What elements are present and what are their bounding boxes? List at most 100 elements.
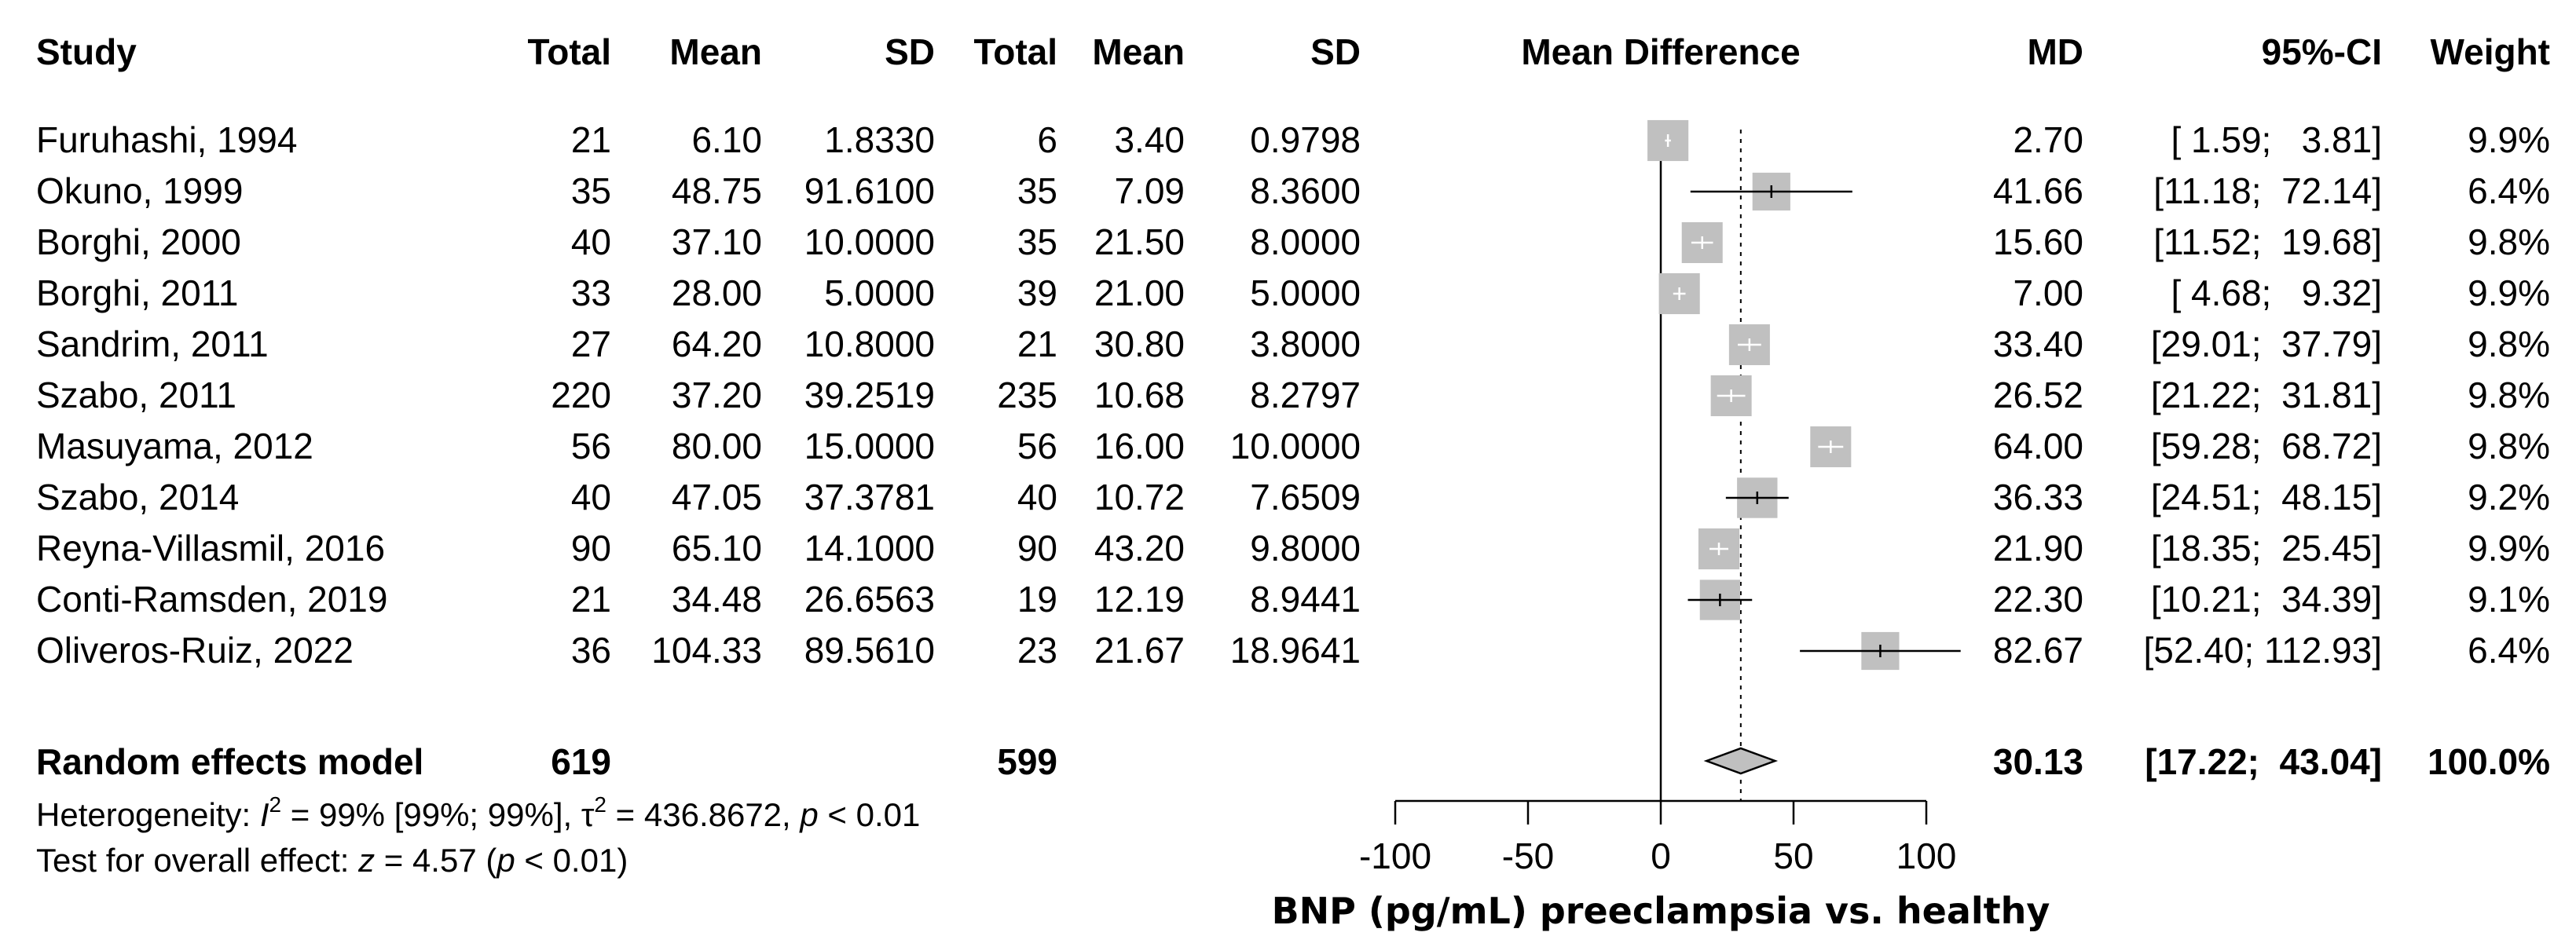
exp-sd: 26.6563 [804,579,935,620]
exp-total: 40 [571,221,611,262]
exp-mean: 37.10 [672,221,762,262]
ctl-total: 35 [1017,170,1057,211]
exp-sd: 5.0000 [824,272,935,313]
weight-value: 9.8% [2468,426,2550,466]
exp-mean: 64.20 [672,324,762,364]
ci-value: [11.18; 72.14] [2153,170,2382,211]
exp-total: 40 [571,477,611,517]
plot-title: Mean Difference [1521,31,1800,72]
header-weight: Weight [2431,31,2550,72]
ctl-sd: 18.9641 [1230,630,1361,671]
ci-value: [29.01; 37.79] [2151,324,2382,364]
weight-value: 9.2% [2468,477,2550,517]
ctl-sd: 8.2797 [1250,375,1361,415]
weight-value: 9.9% [2468,272,2550,313]
exp-sd: 10.8000 [804,324,935,364]
ci-value: [ 4.68; 9.32] [2171,272,2382,313]
exp-total: 35 [571,170,611,211]
md-value: 22.30 [1993,579,2083,620]
study-row: Szabo, 2011 220 37.20 39.2519 235 10.68 8.2797… [36,375,2550,415]
exp-total: 21 [571,579,611,620]
study-estimate [1690,172,1852,211]
study-estimate [1687,580,1753,620]
study-estimate [1681,221,1723,264]
header-ctl-mean: Mean [1092,31,1185,72]
md-value: 36.33 [1993,477,2083,517]
study-name: Szabo, 2011 [36,375,236,415]
ctl-total: 19 [1017,579,1057,620]
md-value: 41.66 [1993,170,2083,211]
study-name: Sandrim, 2011 [36,324,269,364]
summary-ctl-total: 599 [997,741,1057,782]
exp-total: 90 [571,528,611,569]
exp-sd: 1.8330 [824,119,935,160]
header-ctl-total: Total [974,31,1057,72]
exp-sd: 15.0000 [804,426,935,466]
ctl-total: 39 [1017,272,1057,313]
md-value: 15.60 [1993,221,2083,262]
exp-mean: 37.20 [672,375,762,415]
header-ctl-sd: SD [1310,31,1361,72]
exp-total: 36 [571,630,611,671]
ctl-mean: 30.80 [1094,324,1185,364]
exp-mean: 28.00 [672,272,762,313]
ctl-mean: 7.09 [1114,170,1185,211]
heterogeneity-text: Heterogeneity: I2 = 99% [99%; 99%], τ2 =… [36,792,920,833]
ctl-sd: 7.6509 [1250,477,1361,517]
overall-effect-text: Test for overall effect: z = 4.57 (p < 0… [36,842,628,879]
md-value: 64.00 [1993,426,2083,466]
x-tick-label: 50 [1773,835,1813,876]
exp-sd: 37.3781 [804,477,935,517]
x-tick-label: 0 [1651,835,1671,876]
study-name: Conti-Ramsden, 2019 [36,579,387,620]
ctl-sd: 0.9798 [1250,119,1361,160]
md-value: 7.00 [2013,272,2083,313]
ctl-total: 23 [1017,630,1057,671]
ctl-total: 56 [1017,426,1057,466]
weight-value: 9.1% [2468,579,2550,620]
x-tick-label: -50 [1502,835,1554,876]
md-value: 2.70 [2013,119,2083,160]
summary-row: Random effects model 619 599 30.13 [17.2… [36,741,2550,782]
ctl-total: 40 [1017,477,1057,517]
study-row: Sandrim, 2011 27 64.20 10.8000 21 30.80 3.8000… [36,324,2550,364]
weight-value: 9.8% [2468,375,2550,415]
study-estimate [1800,631,1961,671]
ctl-total: 6 [1037,119,1057,160]
exp-mean: 80.00 [672,426,762,466]
study-estimate [1698,528,1740,570]
md-value: 82.67 [1993,630,2083,671]
ctl-mean: 12.19 [1094,579,1185,620]
exp-sd: 39.2519 [804,375,935,415]
ctl-mean: 3.40 [1114,119,1185,160]
ci-value: [24.51; 48.15] [2151,477,2382,517]
ctl-mean: 21.50 [1094,221,1185,262]
ctl-total: 21 [1017,324,1057,364]
summary-diamond [1703,747,1779,775]
study-estimate [1647,119,1689,162]
x-tick-label: -100 [1359,835,1431,876]
header-exp-mean: Mean [669,31,762,72]
study-estimate [1725,477,1789,518]
study-row: Borghi, 2011 33 28.00 5.0000 39 21.00 5.0000 7.… [36,272,2550,313]
study-row: Szabo, 2014 40 47.05 37.3781 40 10.72 7.6509 36… [36,477,2550,517]
header-exp-sd: SD [885,31,935,72]
exp-mean: 48.75 [672,170,762,211]
md-value: 26.52 [1993,375,2083,415]
study-row: Oliveros-Ruiz, 2022 36 104.33 89.5610 23 21.6… [36,630,2550,671]
summary-exp-total: 619 [551,741,611,782]
plot-marks [1647,119,1961,801]
study-name: Furuhashi, 1994 [36,119,297,160]
exp-mean: 65.10 [672,528,762,569]
study-row: Conti-Ramsden, 2019 21 34.48 26.6563 19 12.19… [36,579,2550,620]
exp-sd: 14.1000 [804,528,935,569]
weight-value: 9.9% [2468,528,2550,569]
ctl-mean: 21.67 [1094,630,1185,671]
study-row: Furuhashi, 1994 21 6.10 1.8330 6 3.40 0.9798 2.… [36,119,2550,160]
ctl-sd: 8.9441 [1250,579,1361,620]
ci-value: [ 1.59; 3.81] [2171,119,2382,160]
weight-value: 9.8% [2468,221,2550,262]
exp-mean: 6.10 [691,119,762,160]
ctl-mean: 16.00 [1094,426,1185,466]
